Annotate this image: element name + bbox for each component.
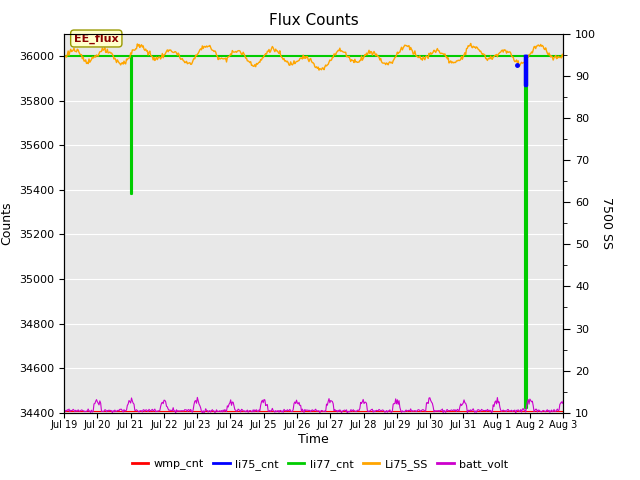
Text: EE_flux: EE_flux (74, 34, 118, 44)
Title: Flux Counts: Flux Counts (269, 13, 358, 28)
Y-axis label: Counts: Counts (1, 202, 13, 245)
Y-axis label: 7500 SS: 7500 SS (600, 197, 612, 249)
X-axis label: Time: Time (298, 433, 329, 446)
Legend: wmp_cnt, li75_cnt, li77_cnt, Li75_SS, batt_volt: wmp_cnt, li75_cnt, li77_cnt, Li75_SS, ba… (127, 455, 513, 474)
